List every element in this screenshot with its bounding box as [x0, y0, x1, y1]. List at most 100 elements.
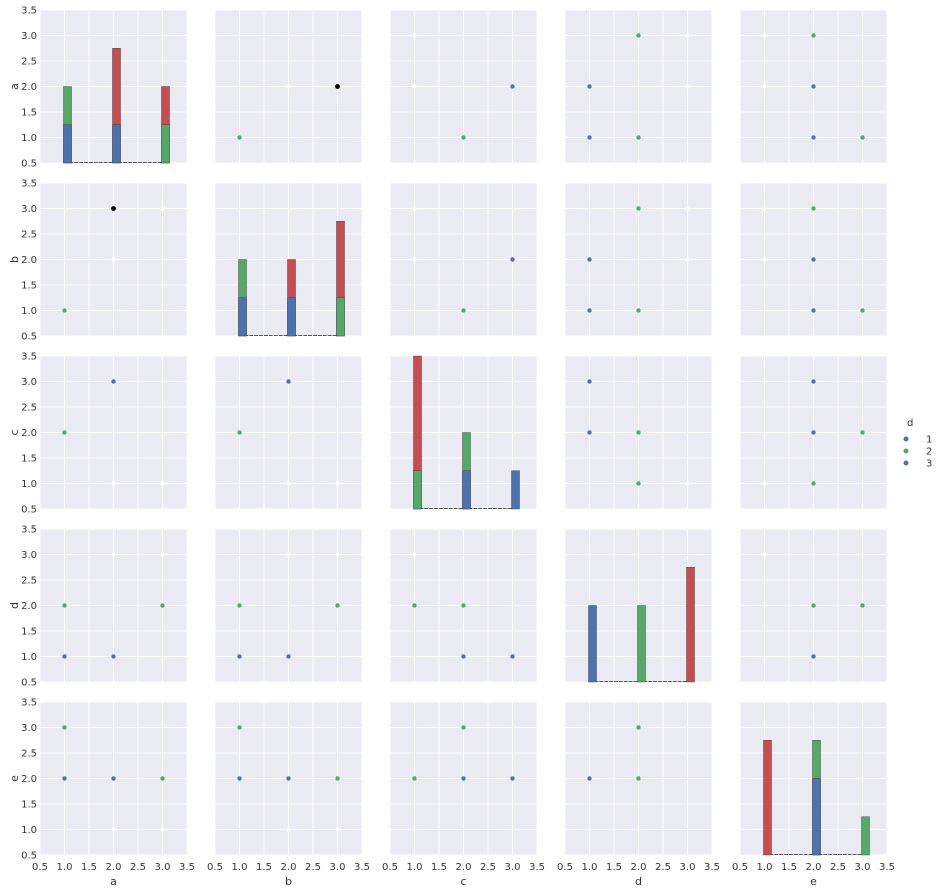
y-tick-label: 3.5 [21, 525, 37, 536]
scatter-point-white [685, 257, 690, 262]
scatter-point-white [412, 206, 417, 211]
x-tick-label: 1.0 [57, 862, 73, 873]
scatter-point-white [286, 481, 291, 486]
x-tick-label: 3.5 [879, 862, 895, 873]
scatter-point-blue [286, 776, 291, 781]
histogram-bar-blue [112, 124, 121, 164]
scatter-point-white [412, 552, 417, 557]
x-tick-label: 3.0 [855, 862, 871, 873]
scatter-point-white [685, 33, 690, 38]
x-tick-label: 1.0 [407, 862, 423, 873]
histogram-bar-blue [287, 297, 296, 337]
x-tick-label: 3.5 [179, 862, 195, 873]
scatter-point-white [286, 84, 291, 89]
y-tick-label: 0.5 [21, 159, 37, 170]
x-axis-label: d [635, 875, 642, 888]
scatter-point-blue [111, 379, 116, 384]
y-tick-label: 3.0 [21, 31, 37, 42]
scatter-point-green [335, 776, 340, 781]
scatter-point-blue [62, 654, 67, 659]
y-tick-label: 3.0 [21, 204, 37, 215]
scatter-point-blue [587, 308, 592, 313]
y-tick-label: 2.0 [21, 82, 37, 93]
legend-marker [903, 460, 909, 466]
y-tick-label: 1.0 [21, 479, 37, 490]
y-tick-label: 3.5 [21, 352, 37, 363]
x-axis-label: e [810, 875, 817, 888]
y-tick-label: 0.5 [21, 332, 37, 343]
x-tick-label: 0.5 [32, 862, 48, 873]
x-tick-label: 3.5 [529, 862, 545, 873]
histogram-bar-red [763, 740, 772, 856]
scatter-point-white [111, 481, 116, 486]
scatter-point-white [160, 552, 165, 557]
scatter-point-green [160, 776, 165, 781]
y-tick-label: 0.5 [21, 678, 37, 689]
scatter-point-green [811, 33, 816, 38]
scatter-point-white [762, 84, 767, 89]
scatter-point-white [286, 552, 291, 557]
scatter-point-white [111, 257, 116, 262]
y-tick-label: 2.0 [21, 601, 37, 612]
x-tick-label: 2.0 [456, 862, 472, 873]
x-tick-label: 1.0 [582, 862, 598, 873]
histogram-bar-green [336, 297, 345, 337]
scatter-point-white [762, 206, 767, 211]
y-tick-label: 1.5 [21, 627, 37, 638]
scatter-point-green [860, 135, 865, 140]
x-tick-label: 0.5 [557, 862, 573, 873]
y-tick-label: 2.5 [21, 57, 37, 68]
y-tick-label: 1.0 [21, 652, 37, 663]
scatter-point-blue [587, 257, 592, 262]
y-tick-label: 3.5 [21, 698, 37, 709]
scatter-point-white [685, 206, 690, 211]
scatter-point-blue [62, 776, 67, 781]
scatter-point-green [412, 776, 417, 781]
legend-marker [903, 448, 909, 454]
scatter-point-green [160, 603, 165, 608]
scatter-point-blue [111, 654, 116, 659]
scatter-point-blue [510, 654, 515, 659]
x-tick-label: 0.5 [732, 862, 748, 873]
x-tick-label: 1.0 [232, 862, 248, 873]
histogram-bar-blue [238, 297, 247, 337]
scatter-point-blue [587, 379, 592, 384]
scatter-point-green [811, 481, 816, 486]
scatter-point-blue [461, 776, 466, 781]
y-axis-label: b [8, 256, 21, 263]
y-tick-label: 0.5 [21, 505, 37, 516]
scatter-point-green [461, 135, 466, 140]
scatter-point-blue [587, 776, 592, 781]
y-tick-label: 3.5 [21, 6, 37, 17]
x-axis-label: b [285, 875, 292, 888]
scatter-point-blue [286, 654, 291, 659]
x-tick-label: 2.0 [631, 862, 647, 873]
x-tick-label: 3.0 [155, 862, 171, 873]
y-tick-label: 2.5 [21, 230, 37, 241]
scatter-point-white [111, 552, 116, 557]
y-tick-label: 1.5 [21, 800, 37, 811]
x-tick-label: 0.5 [207, 862, 223, 873]
scatter-point-blue [510, 84, 515, 89]
scatter-point-white [286, 827, 291, 832]
scatter-point-green [636, 725, 641, 730]
y-axis-label: a [8, 83, 21, 90]
scatter-point-blue [510, 776, 515, 781]
x-tick-label: 2.0 [806, 862, 822, 873]
scatter-point-black [111, 206, 116, 211]
scatter-point-white [335, 552, 340, 557]
y-tick-label: 1.5 [21, 108, 37, 119]
legend-title: d [907, 418, 913, 429]
histogram-bar-green [637, 605, 646, 683]
scatter-point-green [335, 603, 340, 608]
scatter-point-blue [811, 308, 816, 313]
scatter-point-blue [587, 84, 592, 89]
scatter-point-green [811, 603, 816, 608]
scatter-point-white [335, 827, 340, 832]
y-tick-label: 3.0 [21, 723, 37, 734]
scatter-point-white [685, 84, 690, 89]
x-tick-label: 1.5 [431, 862, 447, 873]
y-tick-label: 3.0 [21, 550, 37, 561]
scatter-point-green [62, 430, 67, 435]
scatter-point-green [461, 725, 466, 730]
